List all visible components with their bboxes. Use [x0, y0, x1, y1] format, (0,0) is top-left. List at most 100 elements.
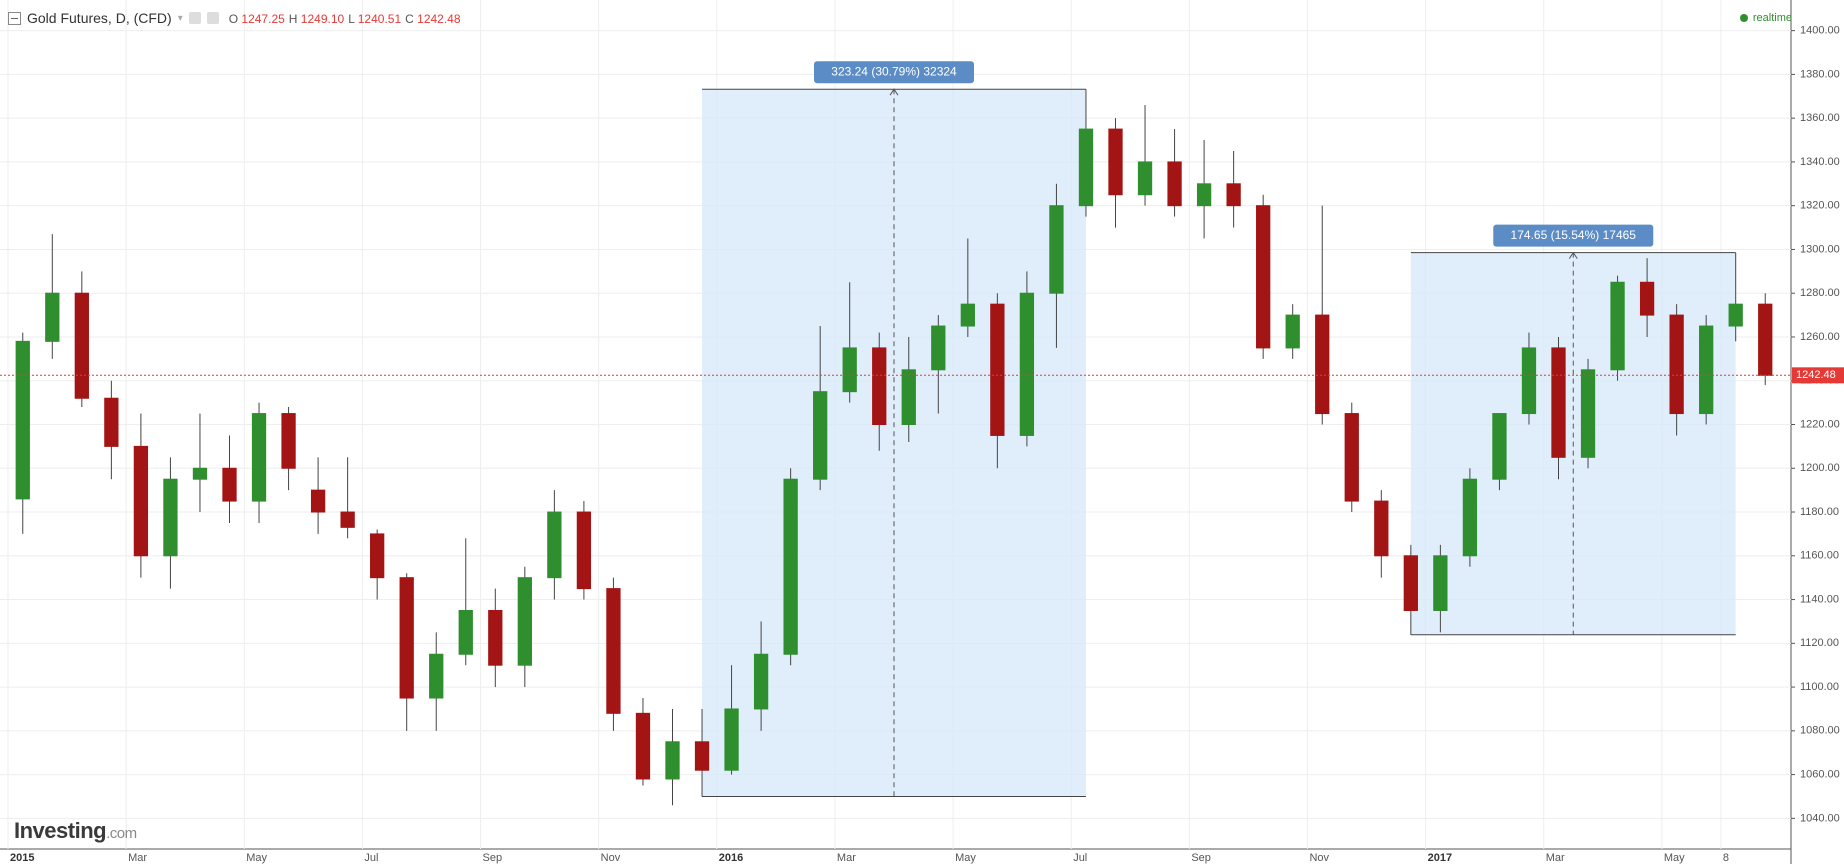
- candle-body: [1462, 478, 1478, 557]
- candle-body: [990, 303, 1005, 436]
- chart-title: Gold Futures, D, (CFD): [27, 10, 172, 26]
- candle-body: [665, 741, 680, 780]
- price-label-bg: [1792, 367, 1844, 384]
- chart-header: Gold Futures, D, (CFD) ▾ O 1247.25 H 1249…: [8, 10, 461, 26]
- quote-name: H: [288, 12, 298, 26]
- watermark-domain: .com: [106, 825, 137, 842]
- candle-body: [429, 653, 444, 699]
- x-tick-label: 8: [1723, 852, 1729, 864]
- candle-body: [1285, 314, 1300, 349]
- quote: O 1247.25 H 1249.10 L 1240.51 C 1242.48: [225, 10, 461, 26]
- candle-body: [281, 413, 296, 469]
- hide-icon[interactable]: [206, 12, 219, 24]
- watermark-name: Investing: [14, 818, 107, 843]
- dropdown-arrow[interactable]: ▾: [177, 12, 183, 24]
- y-tick-label: 1160.00: [1800, 550, 1839, 562]
- measure-label-bg: [1493, 224, 1654, 247]
- candle-body: [74, 292, 89, 399]
- y-tick-label: 1060.00: [1800, 769, 1840, 781]
- collapse-icon[interactable]: [8, 11, 21, 25]
- y-tick-label: 1040.00: [1800, 812, 1840, 824]
- y-tick-label: 1200.00: [1800, 462, 1840, 474]
- candle-body: [1639, 281, 1655, 316]
- measure-label: 174.65 (15.54%) 17465: [1511, 228, 1637, 242]
- settings-icon[interactable]: [188, 12, 201, 24]
- candle-body: [488, 609, 503, 666]
- candle-body: [1108, 128, 1123, 196]
- measure-label-bg: [814, 61, 974, 84]
- candle-body: [547, 511, 562, 579]
- candle-body: [1580, 369, 1596, 458]
- candle-body: [458, 609, 473, 655]
- quote-name: C: [405, 12, 414, 26]
- candles: [15, 89, 1773, 806]
- candle-body: [931, 325, 946, 371]
- y-tick-label: 1140.00: [1800, 593, 1839, 605]
- candle-body: [251, 413, 267, 502]
- x-tick-label: Mar: [128, 852, 147, 864]
- y-tick-label: 1400.00: [1800, 25, 1840, 37]
- measure-arrowhead: [889, 88, 899, 96]
- measure-arrowhead: [1568, 251, 1578, 259]
- x-tick-label: 2017: [1428, 852, 1452, 864]
- candle-body: [606, 588, 621, 714]
- candle-body: [783, 478, 798, 655]
- candle-body: [45, 292, 60, 342]
- x-tick-label: Jul: [364, 852, 378, 864]
- candle-body: [753, 653, 769, 710]
- candle-body: [872, 347, 887, 425]
- y-tick-label: 1360.00: [1800, 112, 1840, 124]
- candle-body: [1551, 347, 1566, 458]
- x-tick-label: May: [246, 852, 267, 864]
- x-tick-label: May: [1664, 852, 1685, 864]
- candle-body: [1226, 183, 1241, 207]
- candle-body: [399, 577, 414, 699]
- candle-body: [901, 369, 916, 425]
- y-tick-label: 1180.00: [1800, 506, 1839, 518]
- status-dot: [1739, 14, 1748, 22]
- watermark: Investing.com: [14, 818, 137, 844]
- candle-body: [1728, 303, 1743, 327]
- candle-body: [1669, 314, 1684, 415]
- x-tick-label: Nov: [1309, 852, 1329, 864]
- candle-body: [1403, 555, 1418, 611]
- candle-body: [635, 712, 651, 780]
- candle-body: [517, 577, 532, 666]
- y-tick-label: 1320.00: [1800, 200, 1840, 212]
- candle-body: [1078, 128, 1094, 207]
- measure-label: 323.24 (30.79%) 32324: [831, 64, 957, 78]
- candle-body: [1699, 325, 1714, 415]
- y-tick-label: 1220.00: [1800, 418, 1840, 430]
- x-tick-label: Mar: [837, 852, 856, 864]
- status-text: realtime: [1752, 12, 1792, 24]
- candle-body: [222, 467, 237, 502]
- candle-body: [1610, 281, 1625, 371]
- x-tick-label: Nov: [601, 852, 621, 864]
- status: realtime: [1739, 12, 1792, 24]
- annotations: 323.24 (30.79%) 32324 174.65 (15.54%) 174…: [702, 61, 1736, 797]
- candle-body: [104, 397, 119, 447]
- candle-body: [842, 347, 857, 393]
- quote-name: O: [228, 12, 239, 26]
- quote-value: 1242.48: [413, 12, 461, 26]
- x-tick-label: Mar: [1546, 852, 1565, 864]
- candle-body: [1433, 555, 1448, 611]
- candle-body: [15, 340, 30, 500]
- quote-value: 1240.51: [354, 12, 402, 26]
- quote-value: 1249.10: [297, 12, 345, 26]
- candle-body: [1758, 303, 1773, 376]
- candle-body: [1049, 205, 1064, 294]
- quote-name: L: [348, 12, 355, 26]
- candle-body: [813, 391, 828, 480]
- x-tick-label: Sep: [1191, 852, 1211, 864]
- y-tick-label: 1280.00: [1800, 287, 1840, 299]
- candle-body: [1137, 161, 1153, 196]
- candle-body: [163, 478, 178, 557]
- y-tick-label: 1100.00: [1800, 681, 1839, 693]
- y-tick-label: 1260.00: [1800, 331, 1840, 343]
- candle-body: [133, 445, 149, 557]
- candle-body: [724, 708, 739, 771]
- x-tick-label: 2015: [10, 852, 34, 864]
- y-tick-label: 1120.00: [1800, 637, 1839, 649]
